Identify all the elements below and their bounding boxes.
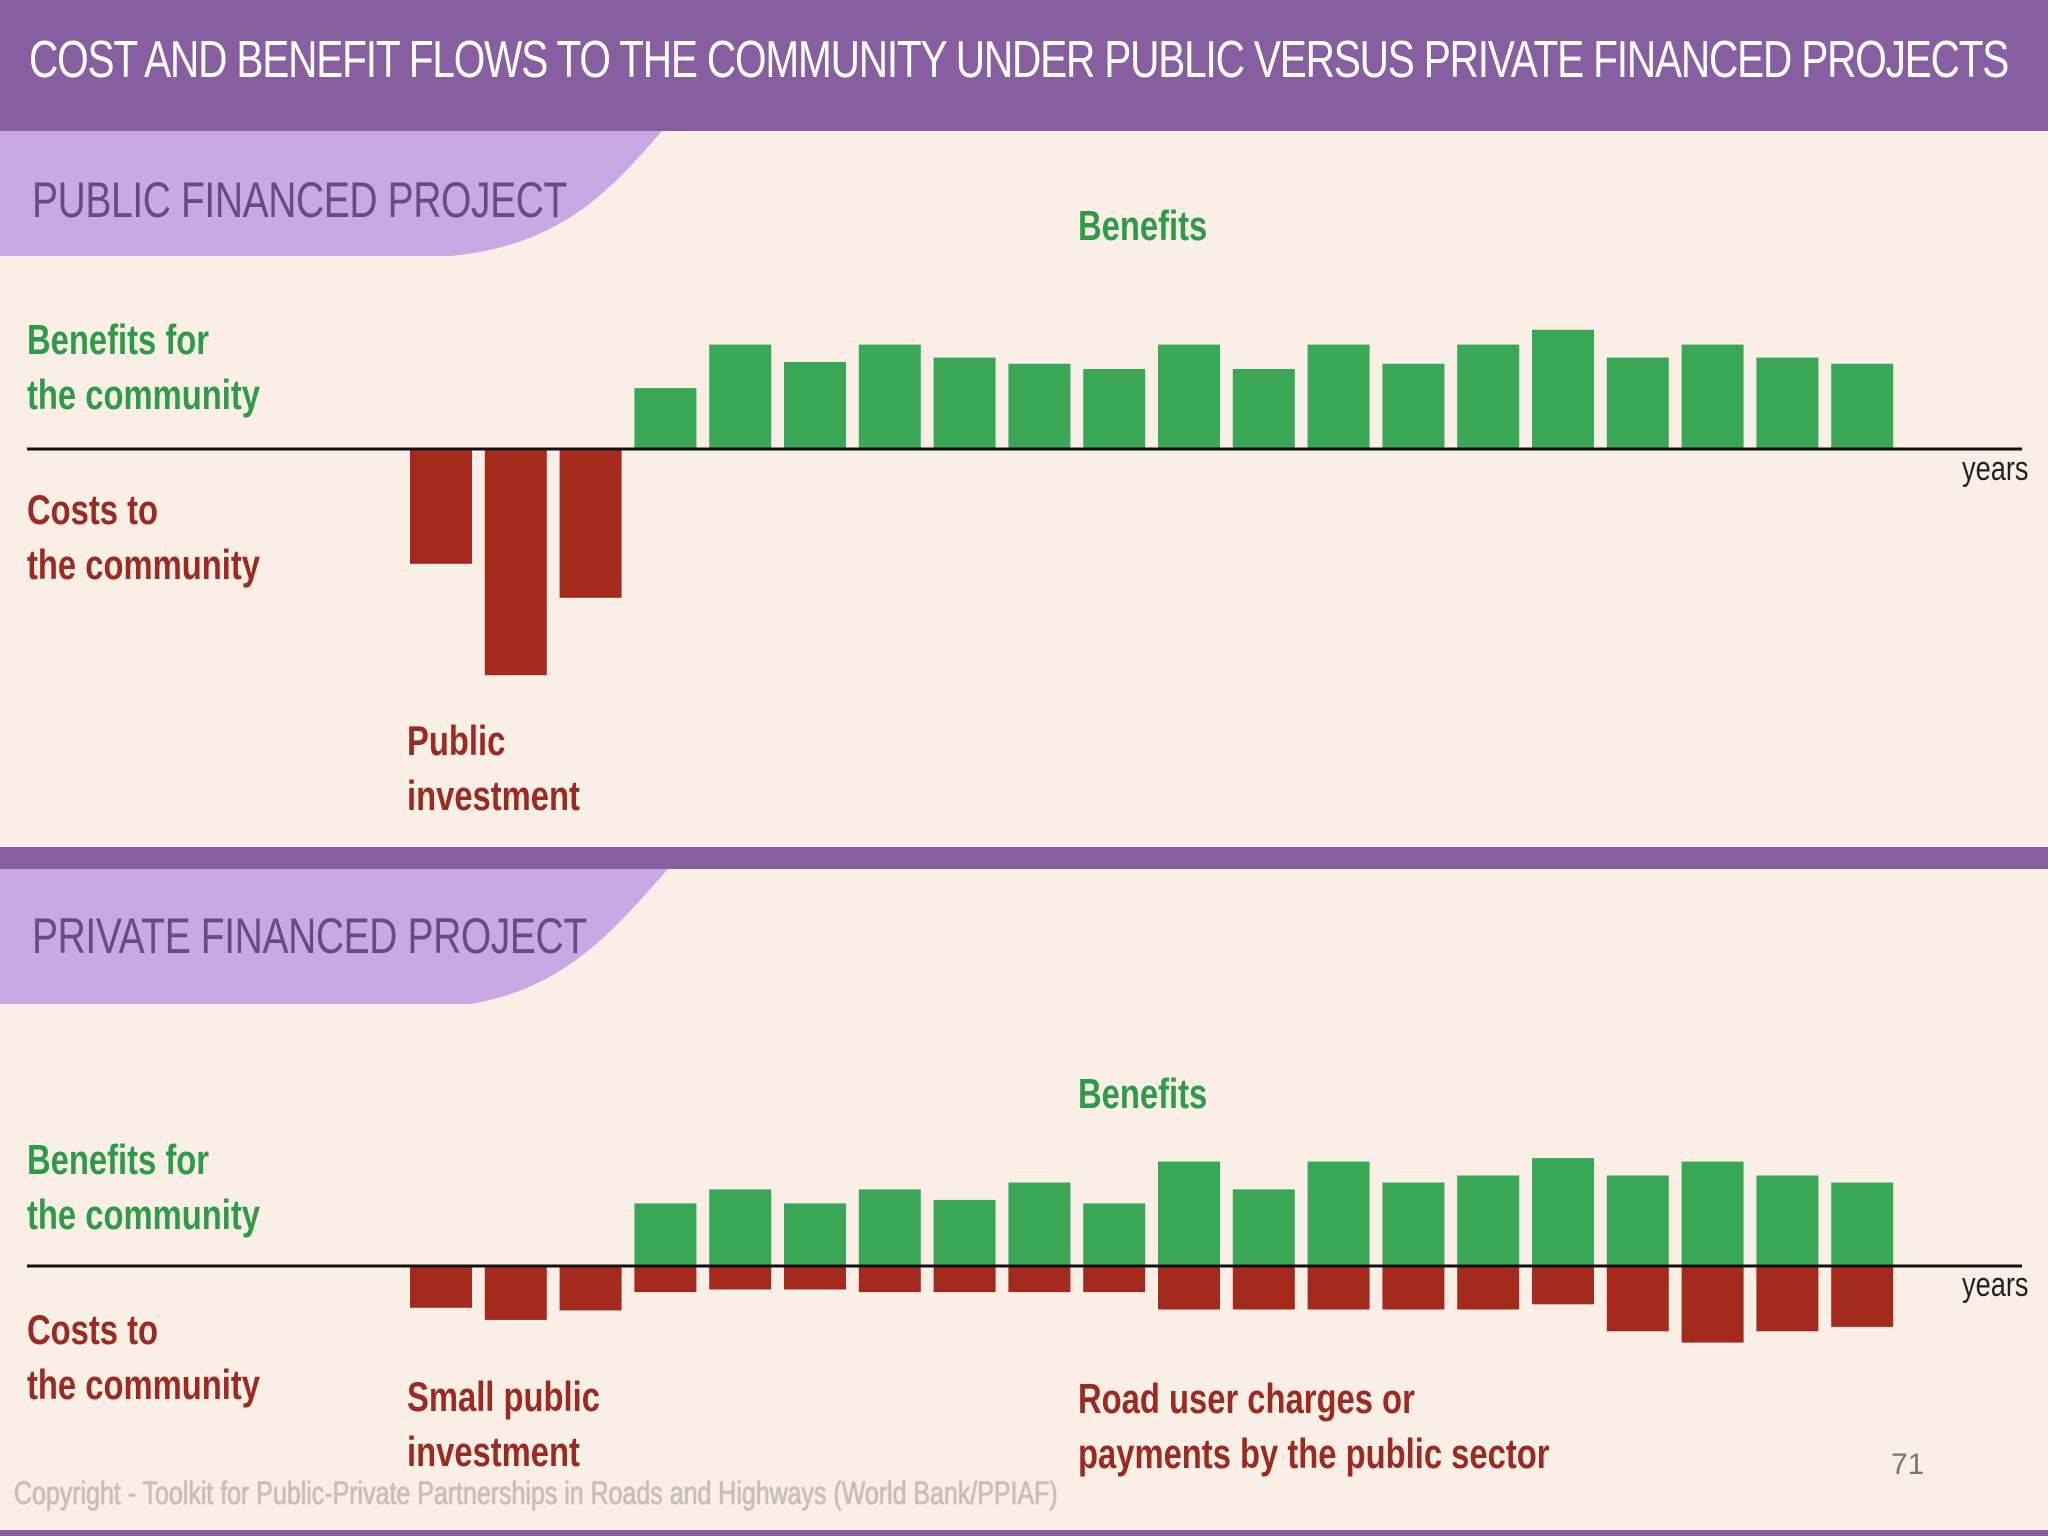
public-benefits-label-line2: the community [27, 371, 260, 418]
public-benefit-bar [1606, 357, 1669, 449]
private-cost-bar [1831, 1266, 1894, 1327]
public-axis-label: years [1962, 450, 2029, 488]
private-benefit-bar [1232, 1189, 1295, 1266]
private-cost-bar [1457, 1266, 1520, 1310]
header-bar: COST AND BENEFIT FLOWS TO THE COMMUNITY … [0, 0, 2048, 131]
public-benefits-label: Benefits for the community [27, 312, 260, 422]
private-costs-label: Costs to the community [27, 1302, 260, 1412]
private-chart [27, 1158, 2022, 1343]
public-benefit-bar [1382, 363, 1445, 449]
private-cost-bar [709, 1266, 772, 1290]
private-costs-label-line2: the community [27, 1361, 260, 1408]
private-benefit-bar [1008, 1182, 1071, 1266]
slide-title: COST AND BENEFIT FLOWS TO THE COMMUNITY … [29, 31, 2009, 89]
private-cost-bar [933, 1266, 996, 1293]
public-benefit-bar [933, 357, 996, 449]
private-cost-bar [484, 1266, 547, 1320]
private-cost-bar [1307, 1266, 1370, 1310]
private-axis-label: years [1962, 1266, 2029, 1304]
page-number: 71 [1891, 1448, 1925, 1481]
public-cost-bar [410, 449, 472, 564]
private-benefit-bar [1382, 1182, 1445, 1266]
public-tab-shape [0, 131, 662, 256]
bottom-border [0, 1530, 2048, 1536]
private-benefit-bar [1756, 1175, 1819, 1266]
public-benefits-label-line1: Benefits for [27, 316, 210, 363]
private-cost-bar [559, 1266, 622, 1311]
public-investment-annotation: Public investment [407, 713, 580, 823]
public-benefit-bar [858, 344, 921, 449]
public-benefit-bar [1008, 363, 1071, 449]
private-cost-bar [1606, 1266, 1669, 1332]
private-costs-label-line1: Costs to [27, 1306, 159, 1353]
public-section-tab: PUBLIC FINANCED PROJECT [0, 131, 680, 256]
private-cost-bar [634, 1266, 697, 1293]
public-benefit-bar [1158, 344, 1220, 449]
public-investment-line2: investment [407, 772, 580, 819]
public-cost-bar [559, 449, 622, 598]
public-section-title: PUBLIC FINANCED PROJECT [32, 172, 567, 228]
private-cost-bar [410, 1266, 472, 1308]
private-section-title: PRIVATE FINANCED PROJECT [32, 908, 587, 964]
public-benefit-bar [634, 388, 697, 449]
private-tab-shape [0, 869, 668, 1004]
private-benefit-bar [709, 1189, 772, 1266]
copyright-text: Copyright - Toolkit for Public-Private P… [14, 1475, 1058, 1511]
private-benefit-bar [858, 1189, 921, 1266]
small-public-investment-line2: investment [407, 1428, 580, 1475]
private-benefit-bar [1083, 1203, 1146, 1266]
public-costs-label: Costs to the community [27, 482, 260, 592]
private-benefits-label: Benefits for the community [27, 1132, 260, 1242]
private-cost-bar [1232, 1266, 1295, 1310]
private-benefit-bar [634, 1203, 697, 1266]
private-cost-bar [858, 1266, 921, 1293]
public-costs-label-line2: the community [27, 541, 260, 588]
private-benefit-bar [1831, 1182, 1894, 1266]
public-benefit-bar [1083, 369, 1146, 449]
public-benefits-annotation: Benefits [1078, 202, 1208, 249]
public-benefit-bar [1232, 369, 1295, 449]
small-public-investment-annotation: Small public investment [407, 1369, 600, 1479]
private-benefit-bar [1532, 1158, 1594, 1266]
private-section-tab: PRIVATE FINANCED PROJECT [0, 869, 680, 1004]
private-cost-bar [1083, 1266, 1146, 1293]
public-costs-label-line1: Costs to [27, 486, 159, 533]
private-benefit-bar [1158, 1161, 1220, 1266]
public-investment-line1: Public [407, 717, 506, 764]
private-cost-bar [1532, 1266, 1594, 1305]
public-benefit-bar [1307, 344, 1370, 449]
private-benefit-bar [1606, 1175, 1669, 1266]
private-cost-bar [1382, 1266, 1445, 1310]
private-cost-bar [1008, 1266, 1071, 1293]
public-benefit-bar [1756, 357, 1819, 449]
section-divider [0, 847, 2048, 869]
public-cost-bar [484, 449, 547, 676]
road-user-charges-line1: Road user charges or [1078, 1375, 1415, 1422]
private-cost-bar [1756, 1266, 1819, 1332]
public-chart [27, 329, 2022, 676]
private-benefits-label-line2: the community [27, 1191, 260, 1238]
private-cost-bar [1158, 1266, 1220, 1310]
public-benefit-bar [1681, 344, 1744, 449]
public-benefit-bar [1831, 363, 1894, 449]
small-public-investment-line1: Small public [407, 1373, 600, 1420]
private-cost-bar [784, 1266, 846, 1290]
public-benefit-bar [1457, 344, 1520, 449]
private-benefit-bar [1681, 1161, 1744, 1266]
public-benefit-bar [709, 344, 772, 449]
road-user-charges-annotation: Road user charges or payments by the pub… [1078, 1371, 1550, 1481]
private-benefit-bar [933, 1199, 996, 1266]
private-benefit-bar [784, 1203, 846, 1266]
private-cost-bar [1681, 1266, 1744, 1343]
private-benefit-bar [1457, 1175, 1520, 1266]
road-user-charges-line2: payments by the public sector [1078, 1430, 1550, 1477]
private-benefits-annotation: Benefits [1078, 1070, 1208, 1117]
public-benefit-bar [784, 362, 846, 449]
private-benefit-bar [1307, 1161, 1370, 1266]
public-benefit-bar [1532, 329, 1594, 449]
private-benefits-label-line1: Benefits for [27, 1136, 210, 1183]
